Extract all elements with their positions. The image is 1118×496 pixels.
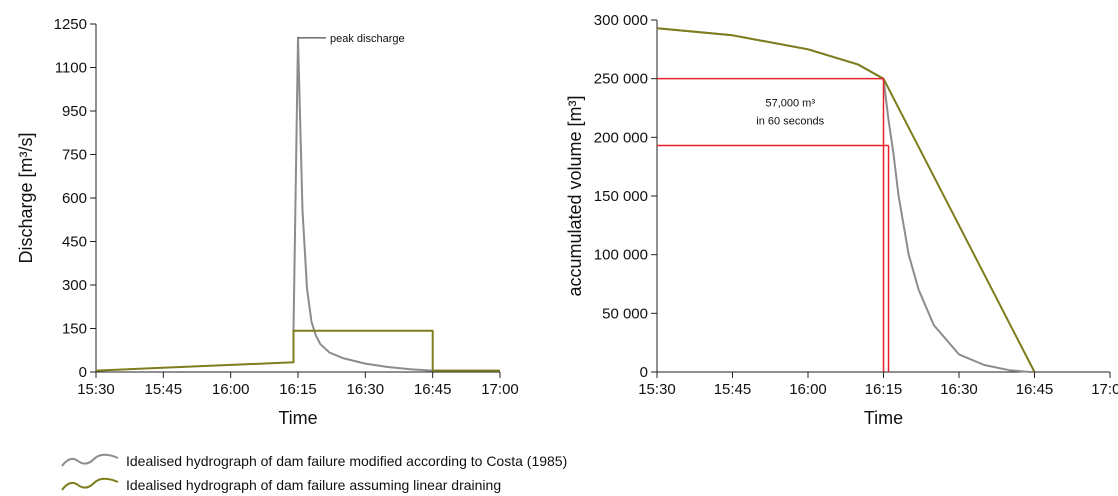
legend-label-linear: Idealised hydrograph of dam failure assu… [126,477,501,493]
x-tick-label: 17:00 [1091,381,1118,398]
legend-swatch-olive [61,477,119,491]
x-tick-label: 16:00 [789,381,827,398]
x-tick-label: 15:30 [77,381,115,398]
series-line-linear [656,27,1036,373]
x-tick-label: 15:30 [638,381,676,398]
y-tick-label: 750 [62,147,87,164]
y-tick-label: 0 [79,364,87,381]
y-tick-label: 450 [62,234,87,251]
series-line-costa [292,36,500,372]
legend-swatch-gray [61,453,119,467]
y-tick-label: 300 000 [594,12,648,29]
annotation-duration: in 60 seconds [756,116,824,128]
x-tick-label: 16:45 [414,381,452,398]
y-tick-label: 200 000 [594,129,648,146]
y-tick-label: 150 000 [594,188,648,205]
annotation-peak-discharge: peak discharge [330,33,405,45]
legend-label-costa: Idealised hydrograph of dam failure modi… [126,453,567,469]
x-tick-label: 16:30 [347,381,385,398]
y-tick-label: 150 [62,321,87,338]
y-tick-label: 50 000 [602,305,648,322]
y-tick-label: 250 000 [594,71,648,88]
x-tick-label: 17:00 [481,381,519,398]
discharge-chart: 15:30 15:45 16:00 16:15 16:30 16:45 17:00 0 150 3… [16,16,519,428]
x-axis-label: Time [864,408,903,428]
x-tick-label: 15:45 [145,381,183,398]
y-axis-label: accumulated volume [m³] [565,95,585,296]
series-line-costa [656,27,1030,373]
x-tick-label: 15:45 [714,381,752,398]
x-tick-label: 16:15 [865,381,903,398]
y-tick-label: 950 [62,103,87,120]
x-tick-label: 16:00 [212,381,250,398]
series-line-linear [95,329,500,372]
legend: Idealised hydrograph of dam failure modi… [61,453,567,493]
y-tick-label: 0 [640,364,648,381]
y-tick-label: 100 000 [594,247,648,264]
x-tick-label: 16:30 [940,381,978,398]
y-tick-label: 1250 [54,16,87,33]
volume-chart: 15:30 15:45 16:00 16:15 16:30 16:45 17:00 0 50 0… [565,12,1118,428]
y-axis-label: Discharge [m³/s] [16,132,36,263]
y-tick-label: 1100 [55,60,87,77]
x-tick-label: 16:15 [279,381,317,398]
annotation-volume: 57,000 m³ [765,98,815,110]
x-axis-label: Time [278,408,317,428]
x-tick-label: 16:45 [1016,381,1054,398]
y-tick-label: 300 [62,277,87,294]
y-tick-label: 600 [62,190,87,207]
